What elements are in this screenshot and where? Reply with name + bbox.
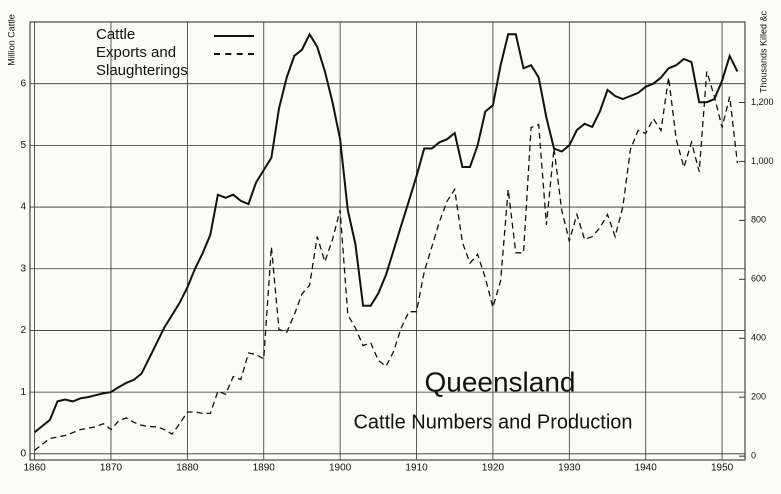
x-tick-label: 1860 bbox=[23, 463, 46, 474]
y2-tick-label: 0 bbox=[751, 451, 756, 461]
y-tick-label: 3 bbox=[20, 263, 26, 274]
y2-axis-label: Thousands Killed &c bbox=[758, 10, 768, 93]
x-tick-label: 1920 bbox=[482, 463, 505, 474]
legend-swatch bbox=[214, 35, 254, 37]
x-tick-label: 1930 bbox=[558, 463, 581, 474]
y-tick-label: 5 bbox=[20, 140, 26, 151]
y2-tick-label: 800 bbox=[751, 215, 766, 225]
x-tick-label: 1870 bbox=[100, 463, 123, 474]
y-tick-label: 6 bbox=[20, 78, 26, 89]
x-tick-label: 1880 bbox=[176, 463, 199, 474]
x-tick-label: 1940 bbox=[635, 463, 658, 474]
x-tick-label: 1900 bbox=[329, 463, 352, 474]
legend-item: Cattle bbox=[96, 26, 266, 44]
y-tick-label: 0 bbox=[20, 448, 26, 459]
series-line bbox=[34, 71, 739, 451]
chart-title: Queensland bbox=[424, 366, 575, 397]
y-tick-label: 1 bbox=[20, 387, 26, 398]
y2-tick-label: 1,000 bbox=[751, 156, 774, 166]
legend: Cattle Exports and Slaughterings bbox=[96, 26, 266, 80]
y2-tick-label: 200 bbox=[751, 392, 766, 402]
y2-tick-label: 1,200 bbox=[751, 97, 774, 107]
legend-label: Cattle bbox=[96, 26, 136, 43]
chart-subtitle: Cattle Numbers and Production bbox=[353, 411, 632, 433]
legend-label: Exports and Slaughterings bbox=[96, 44, 188, 79]
series-line bbox=[33, 32, 739, 433]
x-tick-label: 1950 bbox=[711, 463, 734, 474]
y2-tick-label: 400 bbox=[751, 333, 766, 343]
y-tick-label: 4 bbox=[20, 202, 26, 213]
legend-item: Exports and Slaughterings bbox=[96, 44, 266, 80]
x-tick-label: 1910 bbox=[405, 463, 428, 474]
y-axis-label: Million Cattle bbox=[6, 14, 16, 66]
y-tick-label: 2 bbox=[20, 325, 26, 336]
plot-frame bbox=[29, 21, 746, 461]
y2-tick-label: 600 bbox=[751, 274, 766, 284]
legend-swatch bbox=[214, 53, 254, 55]
x-tick-label: 1890 bbox=[253, 463, 276, 474]
